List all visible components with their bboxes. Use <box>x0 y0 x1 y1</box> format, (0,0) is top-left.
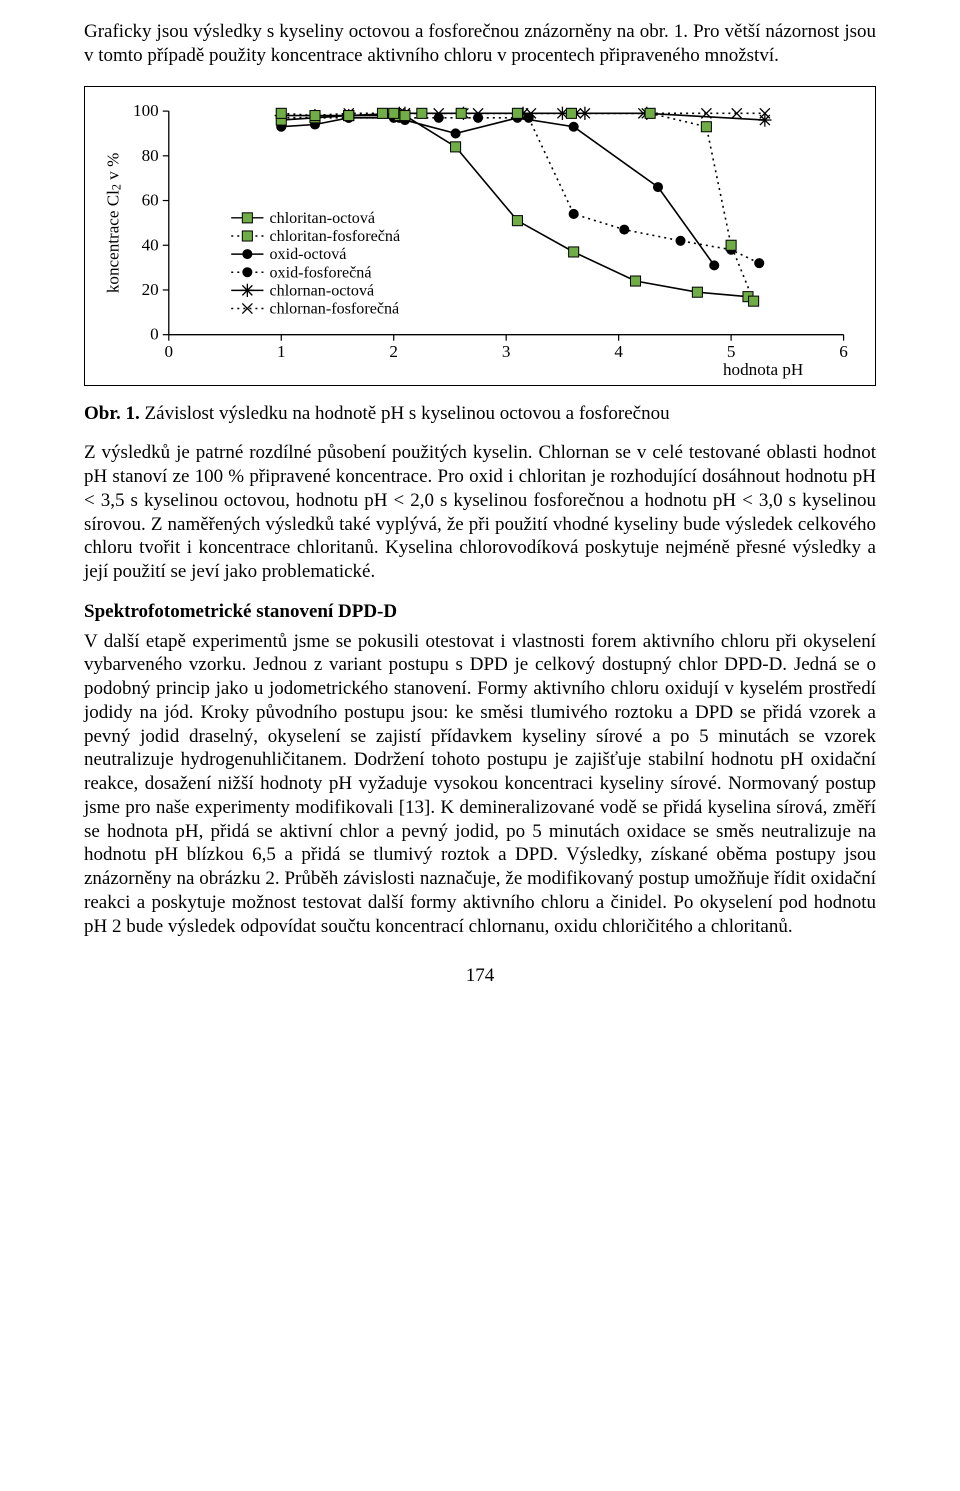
svg-text:20: 20 <box>142 280 159 299</box>
svg-text:oxid-octová: oxid-octová <box>270 246 347 263</box>
chart-figure: 0123456020406080100hodnota pHkoncentrace… <box>99 97 861 379</box>
svg-text:0: 0 <box>165 341 174 360</box>
method-paragraph: V další etapě experimentů jsme se pokusi… <box>84 630 876 939</box>
figure-caption-text: Závislost výsledku na hodnotě pH s kysel… <box>140 403 670 424</box>
svg-text:60: 60 <box>142 190 159 209</box>
svg-text:2: 2 <box>389 341 398 360</box>
svg-text:chlornan-octová: chlornan-octová <box>270 282 375 299</box>
svg-text:100: 100 <box>133 101 159 120</box>
svg-text:40: 40 <box>142 235 159 254</box>
svg-text:4: 4 <box>614 341 623 360</box>
figure-caption: Obr. 1. Závislost výsledku na hodnotě pH… <box>84 402 876 426</box>
svg-text:chlornan-fosforečná: chlornan-fosforečná <box>270 300 400 317</box>
figure-caption-bold: Obr. 1. <box>84 403 140 424</box>
results-paragraph: Z výsledků je patrné rozdílné působení p… <box>84 441 876 584</box>
page-number: 174 <box>84 964 876 988</box>
svg-text:1: 1 <box>277 341 286 360</box>
svg-text:6: 6 <box>839 341 848 360</box>
section-heading: Spektrofotometrické stanovení DPD-D <box>84 600 876 624</box>
svg-text:chloritan-octová: chloritan-octová <box>270 209 376 226</box>
svg-text:5: 5 <box>727 341 736 360</box>
chart-container: 0123456020406080100hodnota pHkoncentrace… <box>84 86 876 386</box>
svg-text:chloritan-fosforečná: chloritan-fosforečná <box>270 228 401 245</box>
svg-text:hodnota pH: hodnota pH <box>723 359 803 378</box>
intro-paragraph: Graficky jsou výsledky s kyseliny octovo… <box>84 20 876 68</box>
svg-text:0: 0 <box>150 324 159 343</box>
svg-text:koncentrace Cl2 v %: koncentrace Cl2 v % <box>103 152 123 293</box>
svg-text:80: 80 <box>142 145 159 164</box>
svg-text:3: 3 <box>502 341 511 360</box>
svg-text:oxid-fosforečná: oxid-fosforečná <box>270 264 372 281</box>
